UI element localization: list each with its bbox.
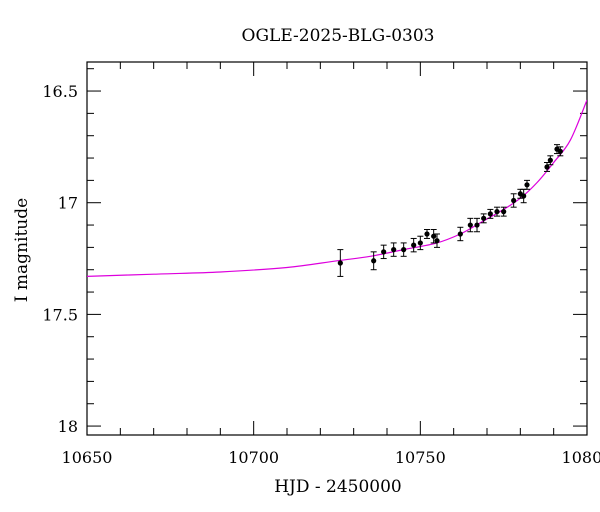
axis-ticks xyxy=(86,62,588,435)
data-point xyxy=(434,238,440,244)
y-axis-label: I magnitude xyxy=(12,198,32,302)
data-point xyxy=(487,211,493,217)
data-point xyxy=(431,233,437,239)
data-point xyxy=(424,231,430,237)
x-tick-label: 10800 xyxy=(562,448,600,467)
data-point xyxy=(457,231,463,237)
x-tick-label: 10650 xyxy=(62,448,113,467)
chart-title: OGLE-2025-BLG-0303 xyxy=(242,26,435,46)
data-point xyxy=(401,247,407,253)
data-point xyxy=(521,193,527,199)
model-curve xyxy=(87,99,587,277)
data-point xyxy=(371,258,377,264)
plot-frame xyxy=(86,61,588,436)
y-tick-label: 17 xyxy=(58,194,78,213)
x-tick-label: 10750 xyxy=(395,448,446,467)
data-point xyxy=(381,249,387,255)
data-point xyxy=(501,209,507,215)
data-point xyxy=(557,148,563,154)
data-point xyxy=(547,157,553,163)
data-point xyxy=(411,242,417,248)
y-tick-label: 16.5 xyxy=(42,82,78,101)
data-point xyxy=(494,209,500,215)
data-point xyxy=(524,182,530,188)
y-tick-label: 18 xyxy=(58,417,78,436)
data-point xyxy=(337,260,343,266)
data-point xyxy=(511,197,517,204)
x-axis-label: HJD - 2450000 xyxy=(274,477,402,497)
data-point xyxy=(417,240,423,246)
x-tick-label: 10700 xyxy=(228,448,279,467)
data-points xyxy=(337,144,564,277)
x-tick-labels: 10650 10700 10750 10800 xyxy=(62,448,600,467)
data-point xyxy=(481,215,487,221)
data-point xyxy=(391,247,397,253)
y-tick-label: 17.5 xyxy=(42,305,78,324)
y-tick-labels: 16.5 17 17.5 18 xyxy=(42,82,78,436)
data-point xyxy=(544,164,550,170)
data-point xyxy=(467,222,473,228)
data-point xyxy=(474,222,480,228)
